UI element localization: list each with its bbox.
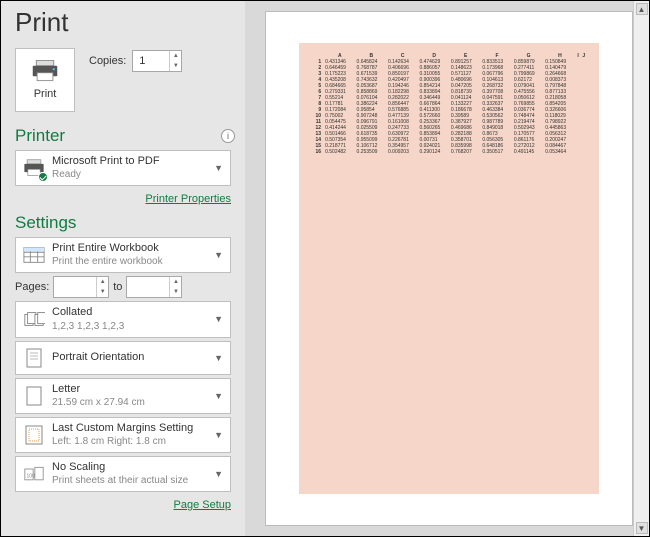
printer-status: Ready <box>52 169 211 181</box>
pages-from-up[interactable]: ▲ <box>97 277 108 287</box>
margins-sub: Left: 1.8 cm Right: 1.8 cm <box>52 436 211 448</box>
orientation-select[interactable]: Portrait Orientation ▼ <box>15 341 231 375</box>
chevron-down-icon: ▼ <box>211 163 226 173</box>
copies-spinner[interactable]: 1 ▲ ▼ <box>132 50 182 72</box>
portrait-icon <box>22 346 46 370</box>
collation-sub: 1,2,3 1,2,3 1,2,3 <box>52 321 211 333</box>
chevron-down-icon: ▼ <box>211 250 226 260</box>
scaling-select[interactable]: 100 No Scaling Print sheets at their act… <box>15 456 231 492</box>
scaling-icon: 100 <box>22 462 46 486</box>
preview-scrollbar[interactable]: ▲ ▼ <box>633 1 649 536</box>
paper-size-select[interactable]: Letter 21.59 cm x 27.94 cm ▼ <box>15 378 231 414</box>
margins-select[interactable]: Last Custom Margins Setting Left: 1.8 cm… <box>15 417 231 453</box>
chevron-down-icon: ▼ <box>211 391 226 401</box>
chevron-down-icon: ▼ <box>211 314 226 324</box>
pages-to-up[interactable]: ▲ <box>170 277 181 287</box>
collation-select[interactable]: Collated 1,2,3 1,2,3 1,2,3 ▼ <box>15 301 231 337</box>
pages-to-input[interactable]: ▲▼ <box>126 276 182 298</box>
paper-title: Letter <box>52 383 211 396</box>
pages-from-input[interactable]: ▲▼ <box>53 276 109 298</box>
print-preview: ABCDEFGHIJ10.4313460.6458240.1426340.474… <box>265 11 633 526</box>
chevron-down-icon: ▼ <box>211 353 226 363</box>
copies-down[interactable]: ▼ <box>170 61 181 71</box>
printer-name: Microsoft Print to PDF <box>52 155 211 168</box>
collated-icon <box>22 307 46 331</box>
chevron-down-icon: ▼ <box>211 430 226 440</box>
preview-page: ABCDEFGHIJ10.4313460.6458240.1426340.474… <box>299 43 599 494</box>
print-button[interactable]: Print <box>15 48 75 112</box>
scroll-down-button[interactable]: ▼ <box>636 522 648 534</box>
settings-heading: Settings <box>15 213 235 233</box>
pages-to-down[interactable]: ▼ <box>170 287 181 297</box>
copies-value: 1 <box>133 55 169 67</box>
preview-data-table: ABCDEFGHIJ10.4313460.6458240.1426340.474… <box>311 53 587 155</box>
printer-select[interactable]: Microsoft Print to PDF Ready ▼ <box>15 150 231 186</box>
scope-sub: Print the entire workbook <box>52 256 211 268</box>
workbook-icon <box>22 243 46 267</box>
chevron-down-icon: ▼ <box>211 469 226 479</box>
orientation-title: Portrait Orientation <box>52 351 211 364</box>
printer-device-icon <box>22 156 46 180</box>
copies-up[interactable]: ▲ <box>170 51 181 61</box>
info-icon[interactable]: i <box>221 129 235 143</box>
printer-properties-link[interactable]: Printer Properties <box>145 193 231 205</box>
paper-icon <box>22 384 46 408</box>
print-scope-select[interactable]: Print Entire Workbook Print the entire w… <box>15 237 231 273</box>
print-button-label: Print <box>34 88 57 100</box>
page-setup-link[interactable]: Page Setup <box>174 499 232 511</box>
paper-sub: 21.59 cm x 27.94 cm <box>52 397 211 409</box>
pages-from-down[interactable]: ▼ <box>97 287 108 297</box>
pages-to-label: to <box>113 281 122 293</box>
svg-text:100: 100 <box>27 473 36 479</box>
ready-badge-icon <box>38 172 48 182</box>
printer-icon <box>31 60 59 82</box>
page-title: Print <box>15 7 235 38</box>
scaling-title: No Scaling <box>52 461 211 474</box>
scroll-up-button[interactable]: ▲ <box>636 3 648 15</box>
scaling-sub: Print sheets at their actual size <box>52 475 211 487</box>
collation-title: Collated <box>52 306 211 319</box>
printer-heading: Printer i <box>15 126 235 146</box>
pages-label: Pages: <box>15 281 49 293</box>
margins-icon <box>22 423 46 447</box>
copies-label: Copies: <box>89 55 126 67</box>
margins-title: Last Custom Margins Setting <box>52 422 211 435</box>
scope-title: Print Entire Workbook <box>52 242 211 255</box>
